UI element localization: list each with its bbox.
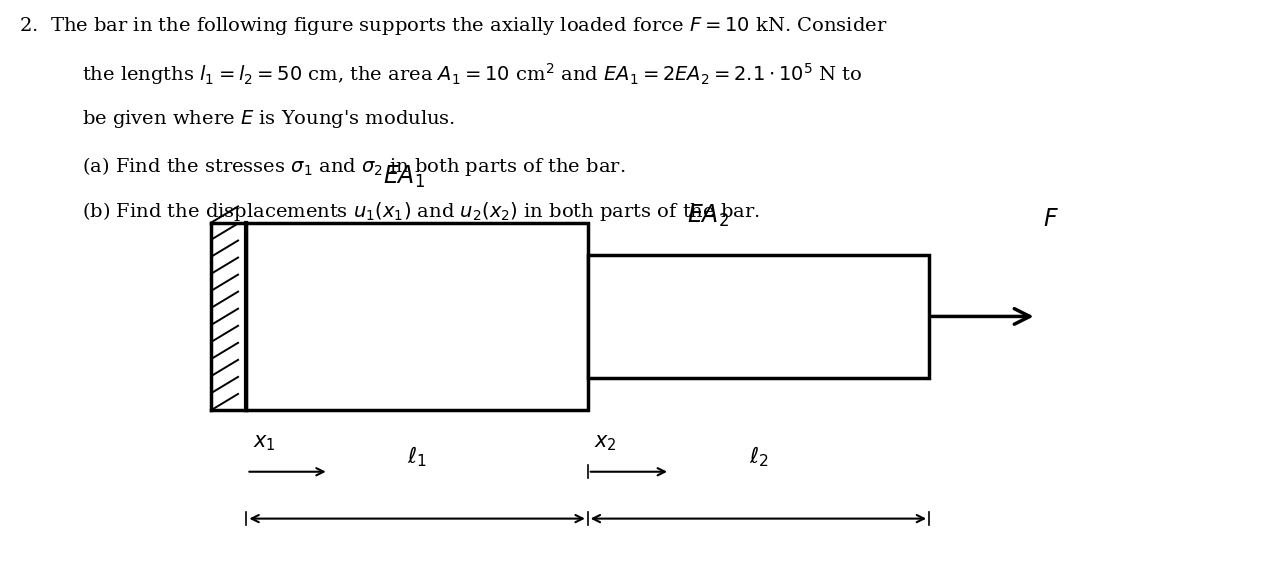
Text: $\ell_2$: $\ell_2$	[748, 444, 769, 469]
Text: 2.  The bar in the following figure supports the axially loaded force $F = 10$ k: 2. The bar in the following figure suppo…	[19, 15, 887, 37]
Text: $x_2$: $x_2$	[594, 434, 617, 453]
Text: $EA_2$: $EA_2$	[686, 202, 729, 229]
Bar	[246, 223, 588, 410]
Text: $\ell_1$: $\ell_1$	[407, 444, 427, 469]
Text: $F$: $F$	[1043, 209, 1059, 231]
Text: $x_1$: $x_1$	[253, 434, 276, 453]
Text: $EA_1$: $EA_1$	[383, 164, 426, 190]
Text: (b) Find the displacements $u_1(x_1)$ and $u_2(x_2)$ in both parts of the bar.: (b) Find the displacements $u_1(x_1)$ an…	[82, 200, 760, 223]
Text: (a) Find the stresses $\sigma_1$ and $\sigma_2$ in both parts of the bar.: (a) Find the stresses $\sigma_1$ and $\s…	[82, 155, 626, 178]
Text: the lengths $l_1 = l_2 = 50$ cm, the area $A_1 = 10$ cm$^2$ and $EA_1 = 2EA_2 = : the lengths $l_1 = l_2 = 50$ cm, the are…	[82, 62, 863, 87]
Text: be given where $E$ is Young's modulus.: be given where $E$ is Young's modulus.	[82, 108, 455, 131]
Bar	[588, 255, 929, 378]
